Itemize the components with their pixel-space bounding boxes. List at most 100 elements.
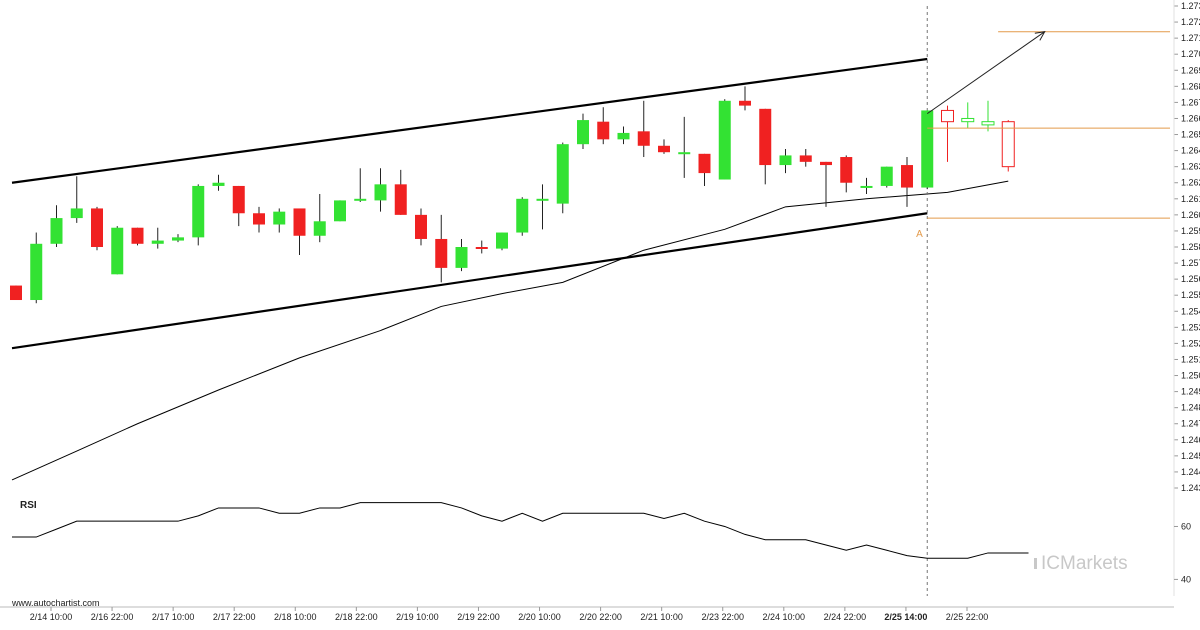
candle-body [577, 120, 589, 145]
time-axis: 2/14 10:00 2/16 22:00 2/17 10:00 2/17 22:00… [0, 606, 1174, 622]
price-tick-label: 1.2648 [1181, 146, 1200, 156]
candle-body [293, 208, 306, 236]
candle-body [496, 232, 508, 249]
price-tick-label: 1.2658 [1181, 130, 1200, 140]
time-tick-label: 2/17 22:00 [213, 612, 256, 622]
candle-body [617, 132, 630, 140]
candle-body [941, 109, 954, 123]
candle-body [131, 227, 144, 244]
candle-body [455, 247, 468, 268]
candle-body [658, 145, 670, 153]
forecast-arrow-head [1034, 31, 1046, 41]
candle-body [192, 185, 205, 238]
candle-body [698, 153, 711, 174]
time-tick-label: 2/20 22:00 [579, 612, 622, 622]
price-tick-label: 1.2668 [1181, 113, 1200, 123]
time-tick-label: 2/18 22:00 [335, 612, 378, 622]
time-tick-label: 2/17 10:00 [152, 612, 195, 622]
candle-body [354, 198, 367, 201]
candle-body [70, 208, 83, 219]
time-tick-label: 2/21 10:00 [640, 612, 683, 622]
time-tick-label: 2/20 10:00 [518, 612, 561, 622]
time-tick-label: 2/19 22:00 [457, 612, 500, 622]
candle-body [536, 198, 549, 201]
brand-logo-text: ICMarkets [1041, 553, 1128, 574]
price-tick-label: 1.2508 [1181, 371, 1200, 381]
candle-body [779, 155, 792, 166]
candle-body [981, 121, 995, 126]
candle-body [30, 243, 43, 301]
candles [10, 86, 1015, 304]
time-tick-label: 2/25 14:00 [884, 612, 927, 622]
rsi-line [12, 502, 1029, 559]
price-tick-label: 1.2478 [1181, 419, 1200, 429]
price-tick-label: 1.2628 [1181, 178, 1200, 188]
candle-body [759, 108, 772, 166]
candle-body [739, 100, 751, 106]
price-tick-label: 1.2698 [1181, 65, 1200, 75]
candle-body [516, 198, 529, 233]
candle-body [374, 184, 387, 201]
channel-lower-line [11, 212, 928, 350]
price-tick-label: 1.2598 [1181, 226, 1200, 236]
price-tick-label: 1.2578 [1181, 258, 1200, 268]
price-tick-label: 1.2678 [1181, 97, 1200, 107]
rsi-tick-label: 40 [1181, 574, 1191, 584]
time-tick-label: 2/23 22:00 [701, 612, 744, 622]
price-tick-label: 1.2558 [1181, 290, 1200, 300]
price-tick-label: 1.2618 [1181, 194, 1200, 204]
price-tick-label: 1.2728 [1181, 17, 1200, 27]
price-axis: 1.2738 1.2728 1.2718 1.2708 1.2698 1.2688 1.26… [1173, 0, 1200, 596]
candle-body [678, 152, 691, 155]
time-tick-label: 2/24 22:00 [824, 612, 867, 622]
candle-body [435, 238, 448, 268]
candle-body [921, 110, 934, 188]
candle-body [880, 166, 893, 186]
price-tick-label: 1.2488 [1181, 403, 1200, 413]
time-tick-label: 2/18 10:00 [274, 612, 317, 622]
candle-body [334, 200, 346, 222]
watermark: www.autochartist.com [11, 598, 100, 608]
price-tick-label: 1.2738 [1181, 1, 1200, 11]
moving-average-line [11, 180, 1009, 481]
price-tick-label: 1.2518 [1181, 354, 1200, 364]
pattern-marker-label: A [916, 229, 923, 240]
candle-body [475, 247, 488, 249]
candle-body [253, 213, 265, 225]
candle-body [91, 208, 103, 247]
price-tick-label: 1.2588 [1181, 242, 1200, 252]
candle-body [1001, 121, 1015, 168]
candle-body [597, 121, 610, 140]
moving-average [11, 6, 1009, 596]
price-tick-label: 1.2498 [1181, 387, 1200, 397]
channel-lines [11, 57, 928, 350]
candle-body [111, 227, 124, 275]
time-tick-label: 2/24 10:00 [763, 612, 806, 622]
candle-body [840, 157, 853, 183]
channel-upper-line [11, 57, 928, 184]
brand-logo: ICMarkets [1034, 553, 1128, 574]
forecast-arrow-line [926, 31, 1045, 115]
price-tick-label: 1.2718 [1181, 33, 1200, 43]
candle-body [212, 182, 225, 186]
candle-body [415, 214, 427, 239]
price-tick-label: 1.2568 [1181, 274, 1200, 284]
brand-logo-bar [1034, 558, 1037, 569]
candle-body [718, 100, 731, 180]
candle-body [394, 184, 407, 215]
levels: A [916, 31, 1170, 240]
price-tick-label: 1.2688 [1181, 81, 1200, 91]
price-tick-label: 1.2548 [1181, 306, 1200, 316]
candle-body [313, 221, 326, 236]
price-tick-label: 1.2528 [1181, 338, 1200, 348]
candle-body [637, 131, 650, 146]
candle-body [232, 185, 245, 214]
time-tick-label: 2/19 10:00 [396, 612, 439, 622]
price-tick-label: 1.2438 [1181, 483, 1200, 493]
candle-body [961, 117, 975, 123]
candle-body [799, 155, 812, 162]
price-tick-label: 1.2708 [1181, 49, 1200, 59]
price-tick-label: 1.2468 [1181, 435, 1200, 445]
price-tick-label: 1.2458 [1181, 451, 1200, 461]
